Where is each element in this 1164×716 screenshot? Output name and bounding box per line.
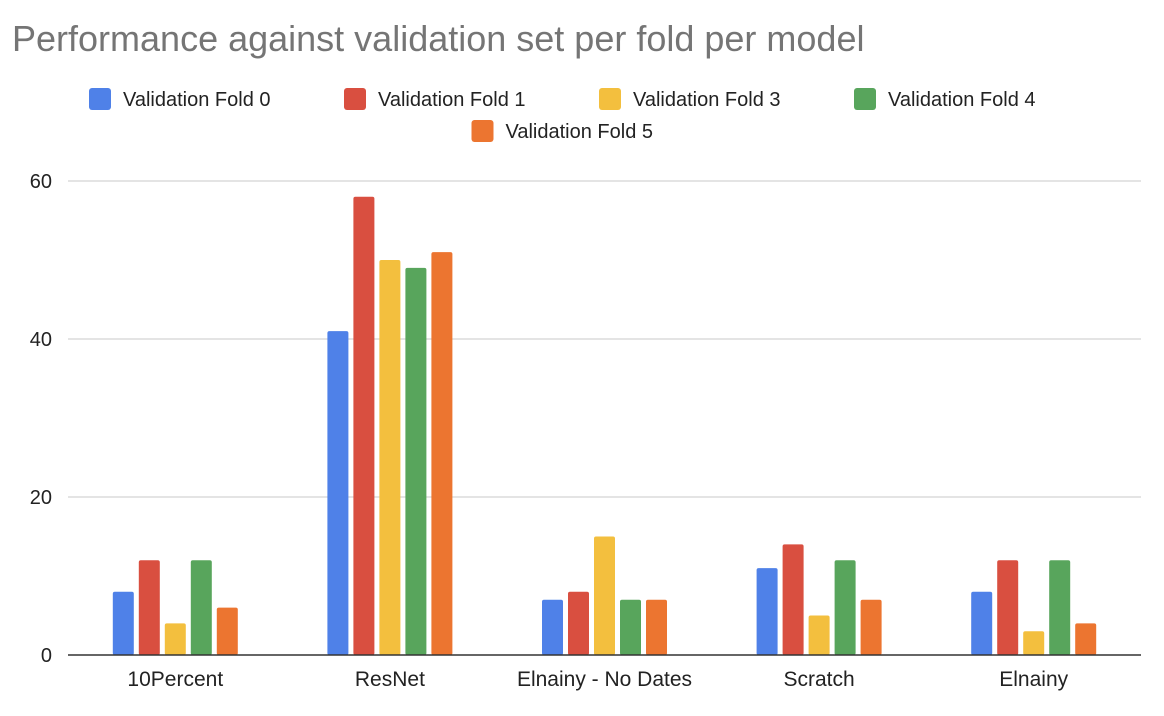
legend-label: Validation Fold 1 (378, 89, 526, 111)
bar (971, 591, 993, 655)
legend-label: Validation Fold 3 (633, 89, 781, 111)
bar (646, 599, 667, 655)
y-tick-label: 40 (30, 329, 52, 351)
bar (327, 331, 349, 655)
x-tick-label: Elnainy - No Dates (517, 668, 692, 691)
x-tick-label: ResNet (355, 668, 425, 691)
chart-title: Performance against validation set per f… (12, 18, 865, 59)
legend-label: Validation Fold 5 (506, 121, 654, 143)
legend-swatch (854, 88, 876, 110)
legend-label: Validation Fold 0 (123, 89, 271, 111)
bar (808, 615, 830, 655)
bar (620, 599, 641, 655)
bar (379, 260, 401, 655)
bar (431, 252, 453, 655)
bar (353, 196, 375, 656)
bar (216, 607, 238, 655)
x-tick-label: Scratch (783, 668, 854, 691)
bar (1075, 623, 1097, 655)
bar (190, 560, 212, 655)
bar (405, 267, 427, 655)
y-tick-label: 60 (30, 171, 52, 193)
x-tick-label: 10Percent (127, 668, 223, 691)
bar (1049, 560, 1071, 655)
legend-swatch (344, 88, 366, 110)
bar (860, 599, 882, 655)
bar (568, 591, 589, 655)
bar (112, 591, 134, 655)
y-tick-label: 0 (41, 645, 52, 667)
legend-swatch (89, 88, 111, 110)
bar (594, 536, 615, 655)
bar (1023, 631, 1045, 655)
legend-swatch (599, 88, 621, 110)
bar (138, 560, 160, 655)
bar (164, 623, 186, 655)
bar (756, 568, 778, 655)
y-tick-label: 20 (30, 487, 52, 509)
legend-label: Validation Fold 4 (888, 89, 1036, 111)
bar (782, 544, 804, 655)
x-tick-label: Elnainy (999, 668, 1068, 691)
bar (542, 599, 563, 655)
bar (834, 560, 856, 655)
bar (997, 560, 1019, 655)
legend-swatch (471, 120, 494, 142)
